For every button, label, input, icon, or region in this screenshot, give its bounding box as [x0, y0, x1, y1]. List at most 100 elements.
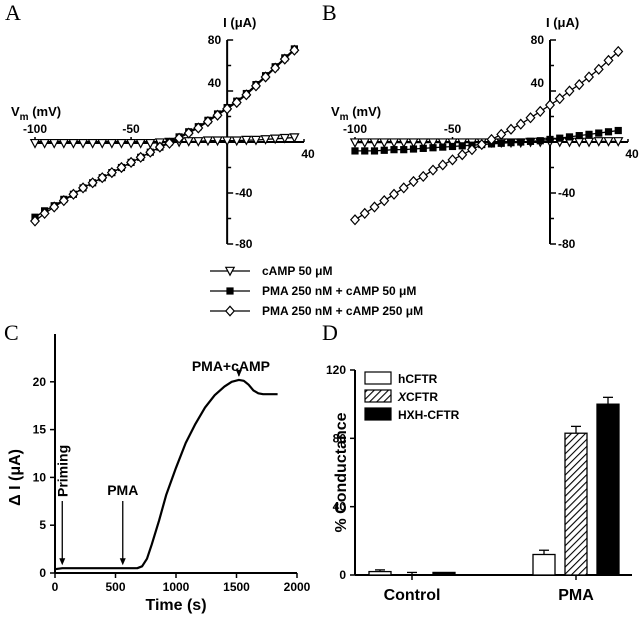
c-annotation-priming: Priming: [54, 445, 70, 497]
b-data-point: [525, 112, 536, 124]
time-course-chart: 0 500 1000 1500 2000 0 5 10 15 20 Time (s) Δ I (μA)…: [7, 334, 311, 614]
a-data-point: [145, 138, 156, 149]
iv-chart-b: -100 -50 40 80 40 -40 -80 I (μA) Vm (mV): [331, 15, 639, 251]
c-y-tick-label: 10: [33, 470, 47, 484]
a-data-point: [135, 138, 146, 149]
a-data-point: [222, 103, 233, 115]
a-data-point: [49, 138, 60, 149]
b-data-point: [437, 159, 448, 171]
a-data-point: [260, 135, 271, 145]
a-data-point: [279, 133, 290, 144]
b-data-point: [380, 146, 388, 154]
b-data-point: [593, 137, 604, 147]
b-data-point: [369, 201, 380, 213]
b-data-point: [466, 144, 478, 156]
a-data-point: [58, 138, 70, 149]
a-x-axis-label: Vm (mV): [11, 104, 61, 123]
a-data-point: [39, 138, 50, 149]
c-x-axis-label: Time (s): [145, 597, 206, 614]
c-x-tick-label: 500: [105, 580, 125, 594]
a-data-point: [250, 80, 261, 92]
a-data-point: [279, 53, 290, 65]
b-data-point: [536, 137, 544, 145]
a-data-point: [174, 132, 185, 144]
d-y-axis-label: % Conductance: [333, 412, 350, 532]
c-y-tick-label: 0: [39, 566, 46, 580]
a-data-point: [231, 96, 242, 109]
a-y-tick-label: -40: [235, 186, 253, 200]
b-data-point: [526, 137, 535, 145]
b-data-point: [408, 138, 419, 149]
b-data-point: [507, 139, 515, 147]
a-x-tick-label: -100: [23, 122, 47, 136]
panel-letter-b: B: [322, 0, 337, 25]
d-legend-swatch-0: [364, 371, 392, 385]
b-data-point: [349, 214, 361, 226]
b-data-point: [515, 118, 526, 130]
b-data-point: [379, 195, 390, 207]
d-y-tick-label: 40: [333, 500, 347, 514]
b-data-point: [535, 105, 546, 118]
d-bar-hCFTR: [532, 553, 556, 576]
d-bar-hCFTR: [368, 570, 392, 576]
b-data-point: [388, 138, 400, 149]
b-data-point: [457, 149, 468, 161]
b-data-point: [564, 85, 575, 97]
a-data-point: [231, 136, 242, 147]
a-data-point: [212, 109, 223, 121]
legend-marker-0: [224, 266, 236, 277]
b-data-point: [409, 145, 418, 153]
d-legend-label-2: HXH-CFTR: [398, 408, 460, 422]
d-legend-swatch-2: [364, 407, 392, 421]
c-arrow-head: [235, 369, 242, 377]
b-data-point: [583, 137, 595, 148]
b-data-point: [458, 142, 466, 150]
b-y-tick-label: -80: [558, 237, 576, 251]
b-data-point: [614, 126, 622, 135]
a-data-point: [241, 89, 252, 101]
b-data-point: [593, 63, 604, 75]
d-legend-swatch-1: [364, 389, 392, 403]
b-data-point: [583, 71, 595, 83]
a-data-point: [87, 138, 98, 149]
a-data-point: [193, 137, 204, 147]
iv-chart-a: -100 -50 40 80 40 -40 -80 I (μA) Vm (mV): [11, 15, 315, 251]
b-data-point: [554, 93, 565, 105]
a-data-point: [87, 177, 98, 189]
b-data-point: [574, 79, 585, 91]
panel-letter-d: D: [322, 320, 338, 345]
a-data-point: [58, 195, 69, 207]
a-data-point: [260, 71, 271, 83]
d-bar-HXH-CFTR: [432, 571, 456, 576]
a-data-point: [241, 135, 252, 146]
a-data-point: [29, 138, 41, 149]
b-data-point: [429, 144, 437, 152]
a-data-point: [164, 137, 175, 149]
d-y-tick-label: 0: [339, 568, 346, 582]
c-x-tick-label: 1500: [223, 580, 250, 594]
a-data-point: [126, 156, 137, 169]
a-y-tick-label: 40: [208, 76, 222, 90]
a-data-point: [125, 138, 137, 149]
b-data-point: [546, 135, 554, 144]
c-y-tick-label: 15: [33, 423, 47, 437]
d-bar-XCFTR: [564, 432, 588, 576]
b-data-point: [496, 128, 507, 140]
c-x-tick-label: 1000: [163, 580, 190, 594]
a-data-point: [135, 151, 146, 163]
a-data-point: [97, 138, 108, 149]
d-legend-label-0: hCFTR: [398, 372, 438, 386]
b-data-point: [408, 175, 419, 188]
conductance-bar-chart: 0 40 80 120 % Conductance Control PMA hCFTR XCFT…: [326, 363, 632, 604]
b-data-point: [359, 138, 370, 149]
b-data-point: [476, 138, 487, 151]
c-arrow-head: [119, 558, 126, 566]
b-data-point: [497, 139, 505, 147]
a-x-tick-label: -50: [122, 122, 140, 136]
b-x-tick-label: 40: [625, 147, 639, 161]
a-data-point: [106, 166, 117, 179]
a-data-point: [68, 188, 79, 200]
c-y-tick-label: 5: [39, 518, 46, 532]
a-data-point: [116, 161, 127, 174]
c-trace-line: [54, 378, 278, 571]
